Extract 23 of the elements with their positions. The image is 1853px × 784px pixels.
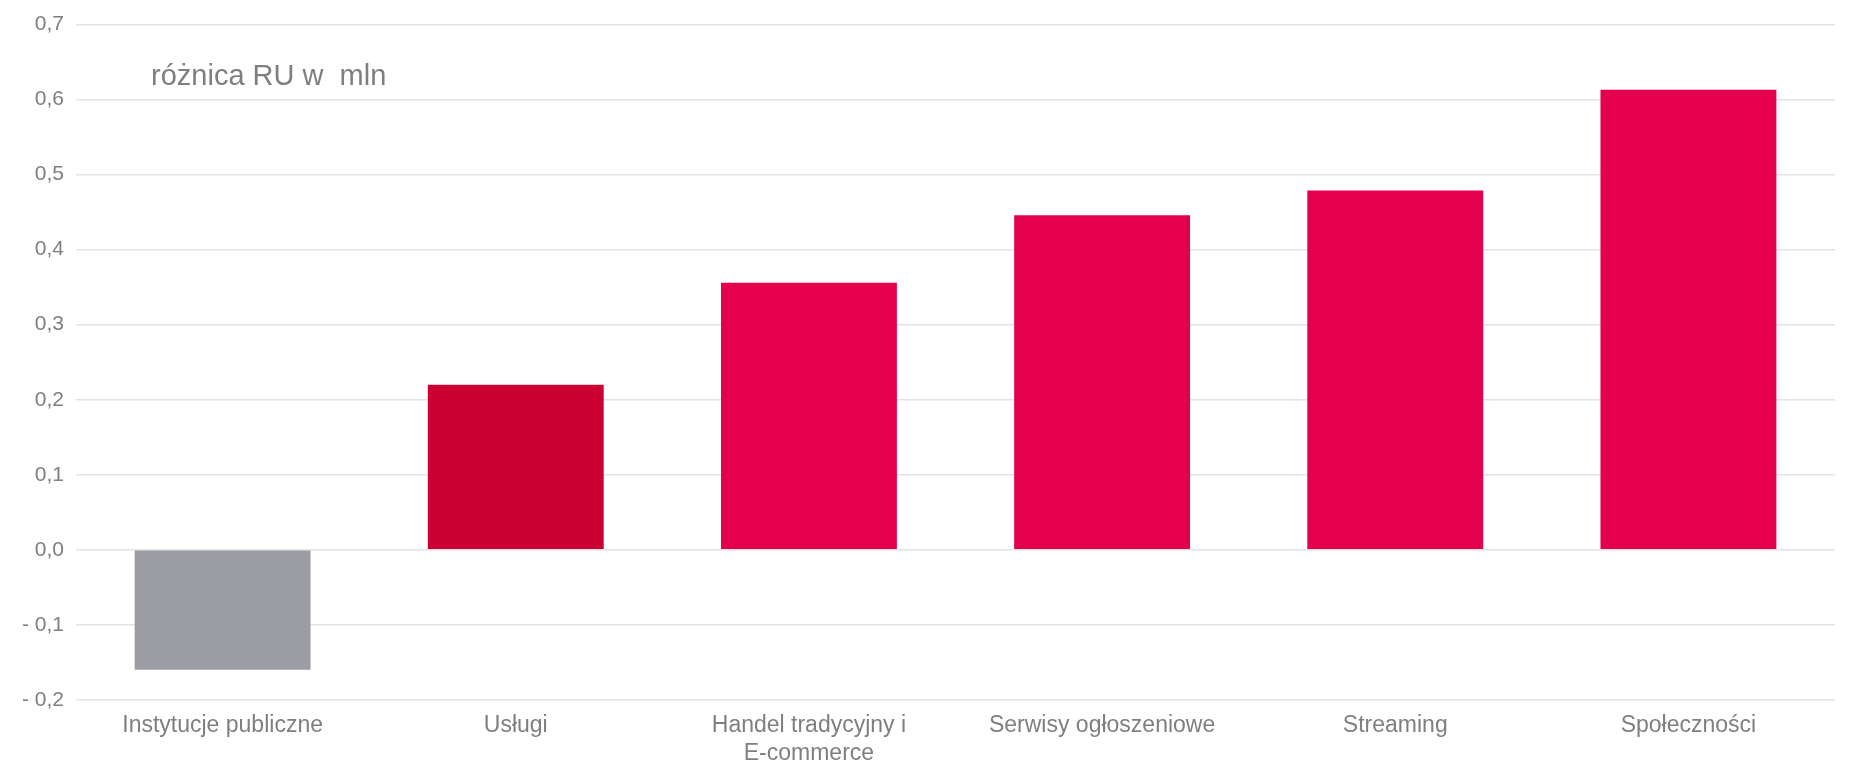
bar xyxy=(427,384,604,550)
bar xyxy=(134,550,311,670)
x-tick-label: Handel tradycyjny i E-commerce xyxy=(711,710,907,765)
text: różnica RU w mln xyxy=(151,58,387,91)
y-tick-label: 0,7 xyxy=(34,11,65,35)
x-tick-label: Serwisy ogłoszeniowe xyxy=(988,710,1216,737)
x-tick-label: Społeczności xyxy=(1620,710,1757,737)
x-tick-label: Usługi xyxy=(483,710,548,737)
y-tick-label: 0,4 xyxy=(34,236,65,260)
y-tick-label: - 0,2 xyxy=(21,686,65,710)
bar xyxy=(720,282,897,550)
y-tick-label: 0,2 xyxy=(34,386,65,410)
bar xyxy=(1307,190,1484,550)
y-tick-label: 0,1 xyxy=(34,461,65,485)
bar xyxy=(1600,89,1777,550)
y-tick-label: 0,3 xyxy=(34,311,65,335)
y-tick-label: 0,5 xyxy=(34,161,65,185)
bar xyxy=(1014,215,1191,550)
x-tick-label: Streaming xyxy=(1342,710,1448,737)
y-tick-label: 0,0 xyxy=(34,536,65,560)
y-tick-label: - 0,1 xyxy=(21,611,65,635)
x-tick-label: Instytucje publiczne xyxy=(122,710,323,737)
y-tick-label: 0,6 xyxy=(34,86,65,110)
